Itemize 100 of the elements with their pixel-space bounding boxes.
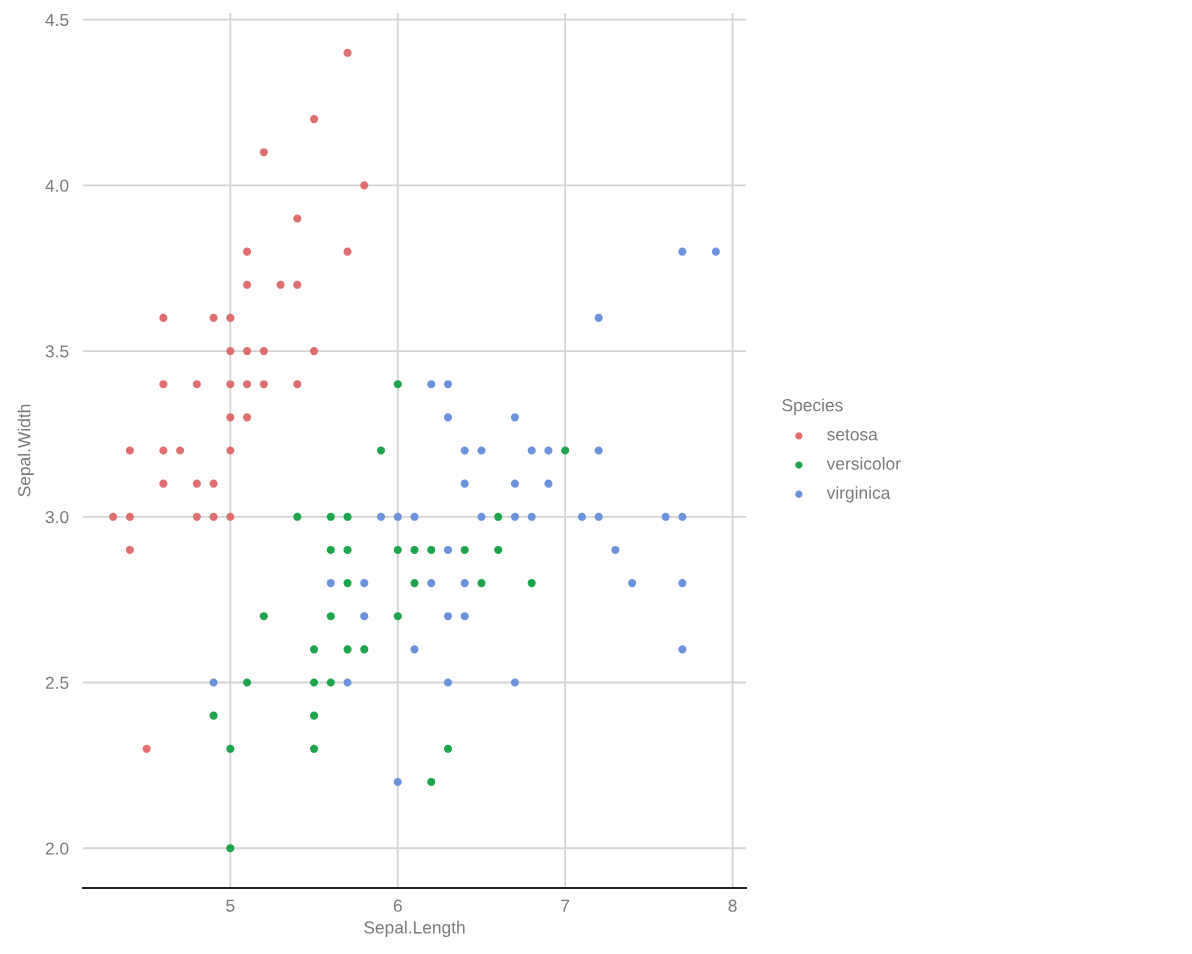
point <box>243 347 252 356</box>
point <box>477 579 486 588</box>
point <box>678 579 687 588</box>
point <box>209 313 218 322</box>
point <box>125 545 134 554</box>
y-tick-label: 3.0 <box>45 510 69 524</box>
legend-title: Species <box>782 398 843 415</box>
point <box>460 446 469 455</box>
point <box>243 678 252 687</box>
point <box>159 479 168 488</box>
point <box>293 214 302 223</box>
y-tick-label: 2.0 <box>45 842 69 855</box>
point <box>594 512 603 521</box>
point <box>226 347 235 356</box>
point <box>376 446 386 455</box>
point <box>310 711 319 720</box>
point <box>711 247 720 256</box>
point <box>510 678 519 687</box>
y-tick-label: 4.5 <box>45 13 69 27</box>
point <box>209 678 218 687</box>
point <box>326 512 335 521</box>
point <box>226 313 235 322</box>
point <box>343 545 352 554</box>
point <box>678 247 687 256</box>
point <box>360 181 369 190</box>
point <box>343 48 352 57</box>
legend-label: versicolor <box>826 457 901 470</box>
point <box>310 645 319 654</box>
point <box>460 545 469 554</box>
point <box>326 678 335 687</box>
point <box>594 313 603 322</box>
point <box>226 844 235 853</box>
point <box>443 678 453 687</box>
point <box>159 380 168 389</box>
y-tick-label: 4.0 <box>45 179 69 192</box>
point <box>209 479 218 488</box>
legend-label: virginica <box>826 486 891 503</box>
x-axis-title: Sepal.Length <box>364 920 465 938</box>
point <box>410 545 419 554</box>
x-tick-label: 7 <box>561 899 570 912</box>
point <box>661 512 670 521</box>
point <box>226 380 235 389</box>
point <box>494 512 503 521</box>
x-tick-label: 8 <box>728 899 737 912</box>
y-axis-title: Sepal.Width <box>17 404 34 497</box>
point <box>376 512 386 521</box>
point <box>243 380 252 389</box>
point <box>310 347 319 356</box>
point <box>410 645 419 654</box>
point <box>192 380 201 389</box>
point <box>343 579 352 588</box>
point <box>293 280 302 289</box>
point <box>443 612 453 621</box>
point <box>460 612 469 621</box>
point <box>209 512 218 521</box>
point <box>326 545 335 554</box>
point <box>360 645 369 654</box>
point <box>360 579 369 588</box>
point <box>310 678 319 687</box>
point <box>527 579 536 588</box>
point <box>427 380 436 389</box>
point <box>192 479 201 488</box>
point <box>360 612 369 621</box>
point <box>176 446 185 455</box>
point <box>410 512 419 521</box>
point <box>259 612 268 621</box>
point <box>226 446 235 455</box>
y-tick-label: 2.5 <box>45 676 69 689</box>
point <box>443 413 453 422</box>
point <box>393 545 402 554</box>
point <box>527 446 536 455</box>
point <box>443 744 453 753</box>
point <box>460 479 469 488</box>
point <box>142 744 151 753</box>
point <box>393 380 402 389</box>
point <box>427 777 436 786</box>
point <box>259 148 268 157</box>
x-tick-label: 6 <box>393 899 402 912</box>
point <box>243 280 252 289</box>
point <box>209 711 218 720</box>
point <box>243 247 252 256</box>
point <box>326 579 335 588</box>
point <box>443 380 453 389</box>
point <box>243 413 252 422</box>
point <box>393 512 402 521</box>
legend-label: setosa <box>827 429 878 441</box>
point <box>259 380 268 389</box>
point <box>561 446 570 455</box>
point <box>678 645 687 654</box>
point <box>410 579 419 588</box>
point <box>544 446 553 455</box>
point <box>125 512 134 521</box>
point <box>310 115 319 124</box>
point <box>393 612 402 621</box>
point <box>544 479 553 488</box>
point <box>477 446 486 455</box>
point <box>310 744 319 753</box>
point <box>159 446 168 455</box>
x-tick-label: 5 <box>226 899 235 912</box>
point <box>125 446 134 455</box>
